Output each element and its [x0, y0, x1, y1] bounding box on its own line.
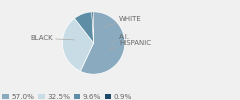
- Text: BLACK: BLACK: [30, 35, 74, 41]
- Text: HISPANIC: HISPANIC: [109, 40, 151, 49]
- Wedge shape: [74, 12, 94, 43]
- Text: A.I.: A.I.: [109, 34, 130, 44]
- Wedge shape: [80, 12, 125, 74]
- Wedge shape: [92, 12, 94, 43]
- Legend: 57.0%, 32.5%, 9.6%, 0.9%: 57.0%, 32.5%, 9.6%, 0.9%: [2, 94, 132, 100]
- Text: WHITE: WHITE: [103, 16, 142, 27]
- Wedge shape: [62, 18, 94, 71]
